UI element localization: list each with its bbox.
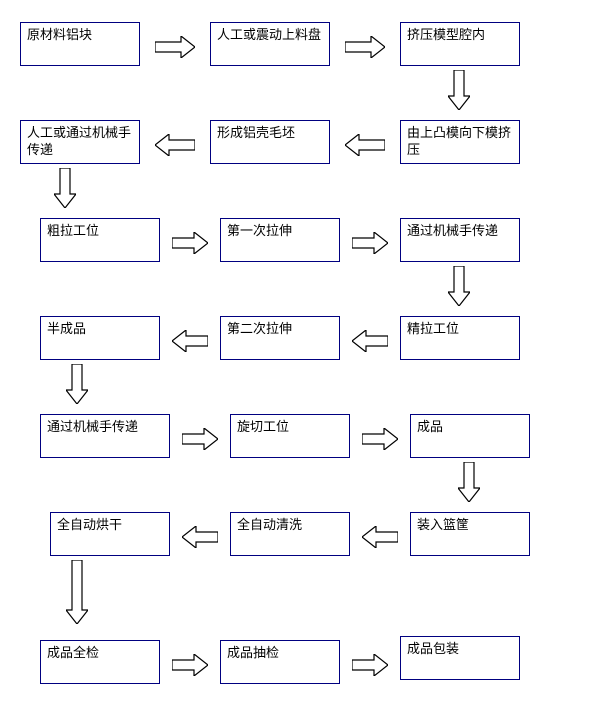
flow-node-n1: 原材料铝块 xyxy=(20,22,140,66)
flow-arrow-0 xyxy=(155,36,195,58)
flow-node-n4: 由上凸模向下模挤压 xyxy=(400,120,520,164)
node-label: 半成品 xyxy=(47,321,86,338)
flow-arrow-5 xyxy=(54,168,76,208)
node-label: 由上凸模向下模挤压 xyxy=(407,125,513,159)
flow-node-n14: 旋切工位 xyxy=(230,414,350,458)
flow-arrow-11 xyxy=(66,364,88,404)
flow-node-n11: 第二次拉伸 xyxy=(220,316,340,360)
node-label: 第一次拉伸 xyxy=(227,223,292,240)
flow-node-n3: 挤压模型腔内 xyxy=(400,22,520,66)
node-label: 成品 xyxy=(417,419,443,436)
flow-node-n13: 通过机械手传递 xyxy=(40,414,170,458)
node-label: 原材料铝块 xyxy=(27,27,92,44)
flow-arrow-4 xyxy=(155,134,195,156)
node-label: 精拉工位 xyxy=(407,321,459,338)
flow-arrow-7 xyxy=(352,232,388,254)
flow-node-n2: 人工或震动上料盘 xyxy=(210,22,330,66)
node-label: 装入篮筐 xyxy=(417,517,469,534)
flow-arrow-13 xyxy=(362,428,398,450)
flow-arrow-18 xyxy=(172,654,208,676)
flow-node-n5: 形成铝壳毛坯 xyxy=(210,120,330,164)
flow-arrow-10 xyxy=(172,330,208,352)
node-label: 第二次拉伸 xyxy=(227,321,292,338)
node-label: 通过机械手传递 xyxy=(407,223,498,240)
node-label: 成品包装 xyxy=(407,641,459,658)
node-label: 人工或通过机械手传递 xyxy=(27,125,133,159)
flow-arrow-12 xyxy=(182,428,218,450)
flow-node-n21: 成品包装 xyxy=(400,636,520,680)
flow-arrow-19 xyxy=(352,654,388,676)
node-label: 挤压模型腔内 xyxy=(407,27,485,44)
flow-arrow-1 xyxy=(345,36,385,58)
flow-node-n17: 全自动清洗 xyxy=(230,512,350,556)
node-label: 旋切工位 xyxy=(237,419,289,436)
flow-arrow-14 xyxy=(458,462,480,502)
node-label: 粗拉工位 xyxy=(47,223,99,240)
flow-node-n20: 成品抽检 xyxy=(220,640,340,684)
node-label: 全自动清洗 xyxy=(237,517,302,534)
flow-node-n15: 成品 xyxy=(410,414,530,458)
flow-node-n19: 成品全检 xyxy=(40,640,160,684)
flow-arrow-9 xyxy=(352,330,388,352)
flow-node-n10: 精拉工位 xyxy=(400,316,520,360)
flow-arrow-2 xyxy=(448,70,470,110)
node-label: 通过机械手传递 xyxy=(47,419,138,436)
flow-node-n18: 全自动烘干 xyxy=(50,512,170,556)
flow-arrow-8 xyxy=(448,266,470,306)
flow-arrow-16 xyxy=(182,526,218,548)
node-label: 形成铝壳毛坯 xyxy=(217,125,295,142)
flow-arrow-17 xyxy=(66,560,88,624)
node-label: 人工或震动上料盘 xyxy=(217,27,321,44)
flow-arrow-15 xyxy=(362,526,398,548)
flow-node-n9: 通过机械手传递 xyxy=(400,218,520,262)
node-label: 全自动烘干 xyxy=(57,517,122,534)
flowchart-canvas: 原材料铝块 人工或震动上料盘 挤压模型腔内由上凸模向下模挤压 形成铝壳毛坯 人工或通过机… xyxy=(0,0,590,726)
node-label: 成品抽检 xyxy=(227,645,279,662)
flow-arrow-3 xyxy=(345,134,385,156)
flow-node-n16: 装入篮筐 xyxy=(410,512,530,556)
flow-node-n8: 第一次拉伸 xyxy=(220,218,340,262)
flow-arrow-6 xyxy=(172,232,208,254)
flow-node-n7: 粗拉工位 xyxy=(40,218,160,262)
node-label: 成品全检 xyxy=(47,645,99,662)
flow-node-n12: 半成品 xyxy=(40,316,160,360)
flow-node-n6: 人工或通过机械手传递 xyxy=(20,120,140,164)
